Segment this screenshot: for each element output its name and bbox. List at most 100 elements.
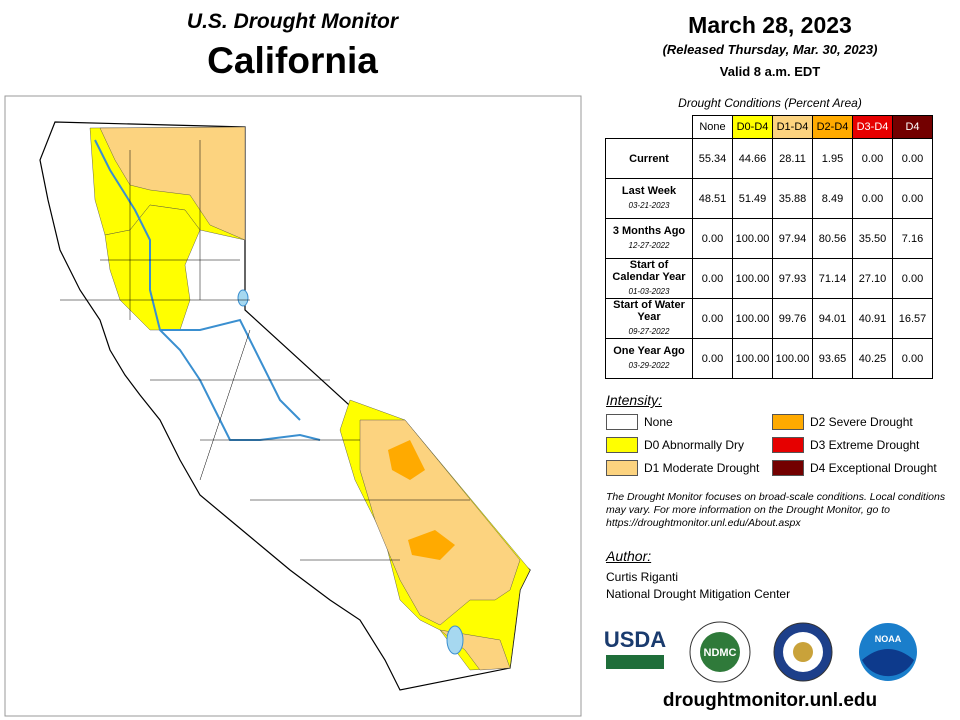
- row-label-text: Current: [629, 152, 669, 165]
- column-header: D0-D4: [732, 115, 773, 139]
- table-row: Current 55.34 44.66 28.11 1.95 0.00 0.00: [605, 138, 933, 179]
- legend-swatch: [772, 437, 804, 453]
- legend-title: Intensity:: [606, 392, 663, 408]
- row-label: One Year Ago 03-29-2022: [605, 338, 693, 379]
- legend-label: D1 Moderate Drought: [644, 461, 760, 475]
- row-date: 09-27-2022: [628, 327, 670, 336]
- cell: 27.10: [852, 258, 893, 299]
- cell: 80.56: [812, 218, 853, 259]
- cell: 1.95: [812, 138, 853, 179]
- legend-label: D3 Extreme Drought: [810, 438, 920, 452]
- legend-swatch: [606, 460, 638, 476]
- column-header: None: [692, 115, 733, 139]
- row-date: 03-29-2022: [628, 361, 670, 370]
- column-header: D3-D4: [852, 115, 893, 139]
- cell: 55.34: [692, 138, 733, 179]
- header-row: None D0-D4 D1-D4 D2-D4 D3-D4 D4: [606, 115, 933, 139]
- cell: 0.00: [892, 178, 933, 219]
- cell: 94.01: [812, 298, 853, 339]
- cell: 35.88: [772, 178, 813, 219]
- valid: Valid 8 a.m. EDT: [719, 64, 821, 79]
- author-org: National Drought Mitigation Center: [606, 587, 791, 601]
- row-date: 03-21-2023: [628, 201, 670, 210]
- cell: 48.51: [692, 178, 733, 219]
- cell: 28.11: [772, 138, 813, 179]
- legend-swatch: [606, 437, 638, 453]
- row-label-text: Start of Water Year: [613, 299, 685, 323]
- cell: 100.00: [732, 338, 773, 379]
- row-date: 12-27-2022: [628, 241, 670, 250]
- logo-usda: USDA: [604, 627, 666, 652]
- date: March 28, 2023: [688, 12, 852, 38]
- legend-label: D2 Severe Drought: [810, 415, 913, 429]
- logos: USDA NDMC NOAA: [604, 621, 917, 683]
- row-label: Start of Water Year 09-27-2022: [605, 298, 693, 339]
- cell: 100.00: [772, 338, 813, 379]
- cell: 16.57: [892, 298, 933, 339]
- cell: 100.00: [732, 218, 773, 259]
- legend-item: None: [606, 414, 673, 430]
- row-label: 3 Months Ago 12-27-2022: [605, 218, 693, 259]
- column-header: D4: [892, 115, 933, 139]
- row-label: Current: [605, 138, 693, 179]
- cell: 51.49: [732, 178, 773, 219]
- legend-swatch: [606, 414, 638, 430]
- released: (Released Thursday, Mar. 30, 2023): [662, 42, 878, 57]
- row-label-text: One Year Ago: [613, 345, 685, 357]
- row-label-text: Start of Calendar Year: [612, 259, 686, 283]
- cell: 35.50: [852, 218, 893, 259]
- state-title: California: [207, 40, 378, 81]
- table-row: Last Week 03-21-2023 48.51 51.49 35.88 8.49 0.…: [605, 178, 933, 219]
- cell: 97.93: [772, 258, 813, 299]
- cell: 0.00: [692, 258, 733, 299]
- legend-item: D1 Moderate Drought: [606, 460, 759, 476]
- cell: 0.00: [892, 138, 933, 179]
- legend-label: None: [644, 415, 673, 429]
- legend-item: D2 Severe Drought: [772, 414, 913, 430]
- row-label: Last Week 03-21-2023: [605, 178, 693, 219]
- column-header: D2-D4: [812, 115, 853, 139]
- legend-item: D3 Extreme Drought: [772, 437, 919, 453]
- cell: 8.49: [812, 178, 853, 219]
- table-row: One Year Ago 03-29-2022 0.00 100.00 100.00 93…: [605, 338, 933, 379]
- cell: 99.76: [772, 298, 813, 339]
- logo-noaa: NOAA: [875, 634, 902, 644]
- legend-label: D4 Exceptional Drought: [810, 461, 937, 475]
- table-row: Start of Calendar Year 01-03-2023 0.00 100.…: [605, 258, 933, 299]
- legend: None D0 Abnormally Dry D1 Moderate Drought…: [606, 414, 946, 480]
- logo-ndmc: NDMC: [704, 647, 737, 659]
- cell: 0.00: [892, 338, 933, 379]
- cell: 0.00: [852, 178, 893, 219]
- legend-swatch: [772, 414, 804, 430]
- cell: 40.91: [852, 298, 893, 339]
- legend-item: D0 Abnormally Dry: [606, 437, 744, 453]
- table-row: Start of Water Year 09-27-2022 0.00 100.00 9…: [605, 298, 933, 339]
- row-label-text: Last Week: [621, 185, 677, 197]
- legend-swatch: [772, 460, 804, 476]
- blank-cell: [606, 116, 693, 139]
- row-label-text: 3 Months Ago: [612, 225, 686, 237]
- map: [4, 95, 582, 717]
- cell: 100.00: [732, 258, 773, 299]
- author-title: Author:: [606, 548, 652, 564]
- table-row: 3 Months Ago 12-27-2022 0.00 100.00 97.94 80.…: [605, 218, 933, 259]
- cell: 0.00: [852, 138, 893, 179]
- note: The Drought Monitor focuses on broad-sca…: [606, 491, 946, 529]
- conditions-table: None D0-D4 D1-D4 D2-D4 D3-D4 D4 Current 55.34 44…: [605, 115, 933, 379]
- cell: 0.00: [692, 338, 733, 379]
- cell: 7.16: [892, 218, 933, 259]
- cell: 0.00: [692, 218, 733, 259]
- cell: 0.00: [692, 298, 733, 339]
- legend-label: D0 Abnormally Dry: [644, 438, 745, 452]
- program-title: U.S. Drought Monitor: [186, 10, 399, 33]
- cell: 97.94: [772, 218, 813, 259]
- legend-item: D4 Exceptional Drought: [772, 460, 937, 476]
- footer-url: droughtmonitor.unl.edu: [662, 690, 878, 711]
- author-name: Curtis Riganti: [606, 570, 679, 584]
- cell: 44.66: [732, 138, 773, 179]
- cell: 40.25: [852, 338, 893, 379]
- row-date: 01-03-2023: [628, 287, 670, 296]
- cell: 0.00: [892, 258, 933, 299]
- table-caption: Drought Conditions (Percent Area): [678, 96, 862, 110]
